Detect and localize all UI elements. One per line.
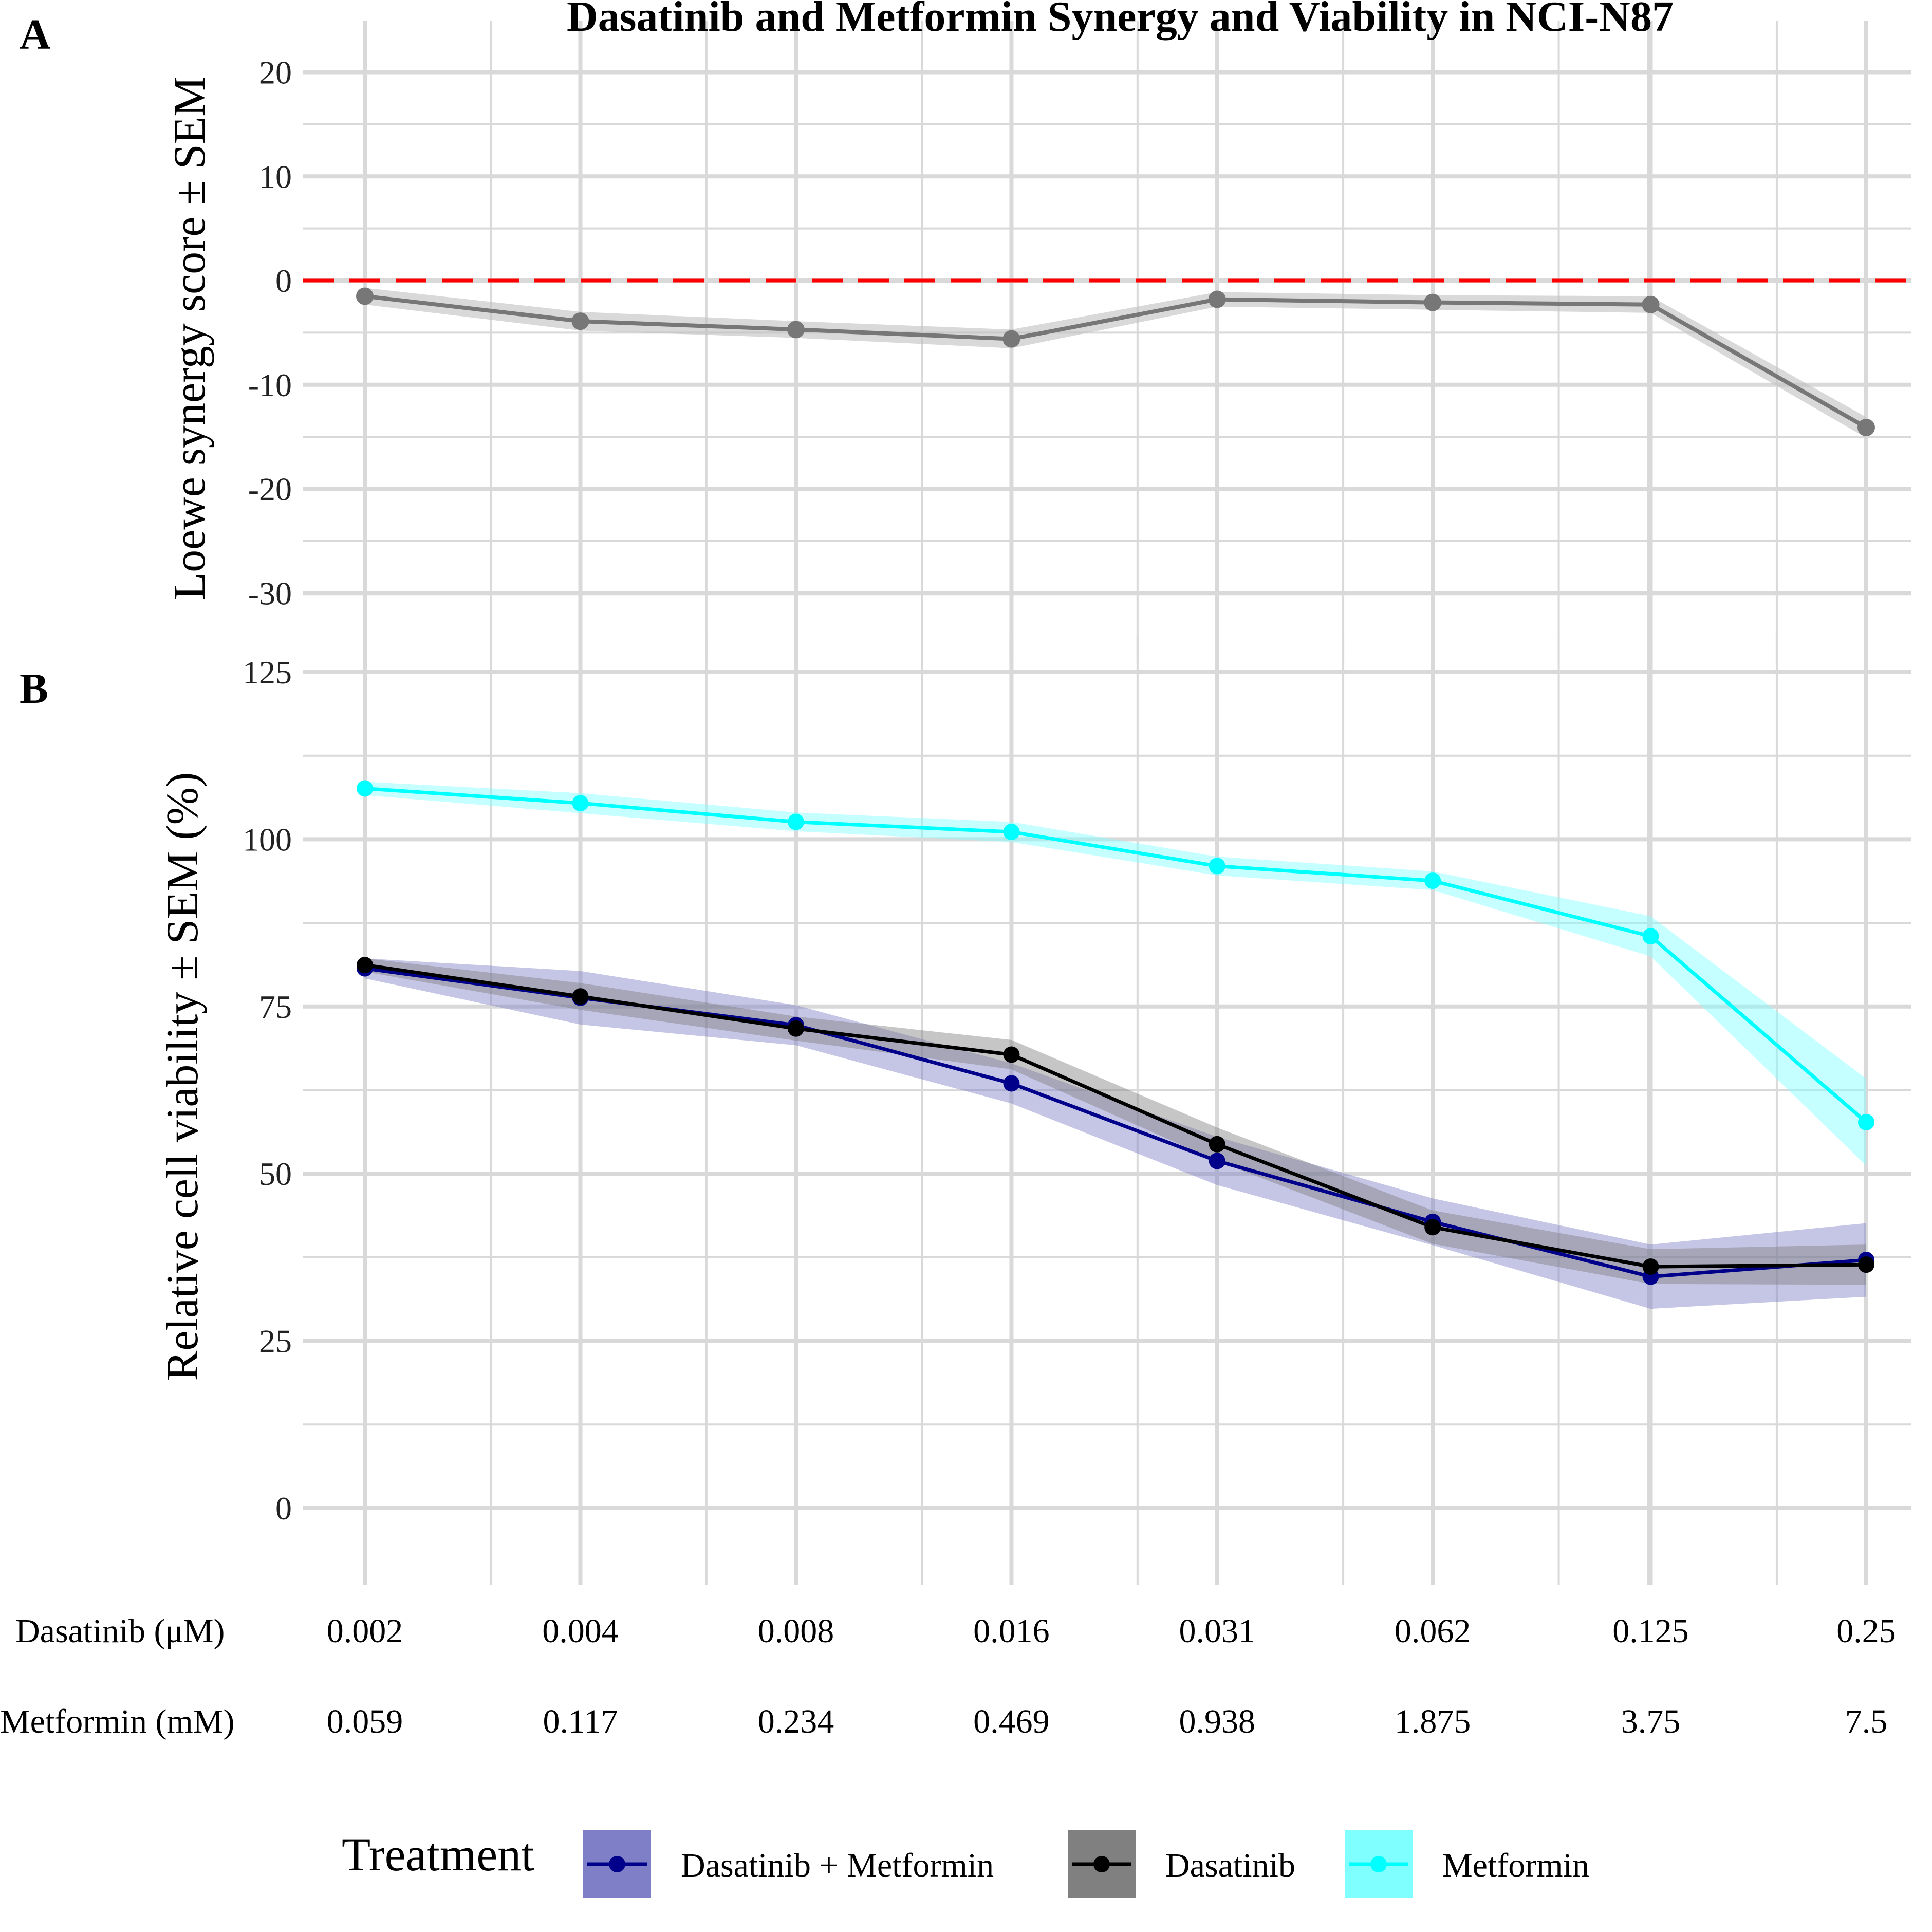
- data-point-metformin: [787, 813, 804, 830]
- series-line-metformin: [364, 787, 1868, 1124]
- series-line-dasatinib: [364, 963, 1867, 1269]
- data-point-synergy: [787, 321, 805, 339]
- data-point-synergy: [1857, 418, 1875, 436]
- series-line-synergy: [364, 294, 1867, 430]
- data-point-dasatinib: [1003, 1046, 1020, 1063]
- dose-value-metformin: 7.5: [1845, 1703, 1888, 1740]
- dose-table: Dasatinib (μM) Metformin (mM) 0.002 0.004…: [0, 1612, 1896, 1740]
- dose-value-metformin: 0.938: [1179, 1703, 1255, 1740]
- y-tick-label-b: 100: [243, 821, 292, 858]
- sem-band-dasatinib: [365, 958, 1866, 1285]
- point-layer: [356, 287, 1875, 1285]
- y-tick-label-a: -20: [248, 471, 292, 508]
- grid-layer: [303, 21, 1911, 1585]
- panel-b-y-axis-title: Relative cell viability ± SEM (%): [158, 772, 208, 1381]
- dose-value-dasatinib: 0.008: [758, 1612, 834, 1650]
- text-layer: Dasatinib and Metformin Synergy and Viab…: [20, 0, 1674, 1527]
- legend-label: Metformin: [1442, 1847, 1589, 1884]
- data-point-synergy: [1642, 295, 1660, 313]
- y-tick-label-a: -30: [248, 575, 292, 611]
- legend: Treatment Dasatinib + Metformin Dasatinib…: [342, 1828, 1589, 1898]
- y-tick-label-b: 25: [259, 1323, 292, 1360]
- data-point-metformin: [357, 780, 373, 797]
- y-tick-label-b: 50: [259, 1156, 292, 1192]
- data-point-metformin: [572, 795, 589, 812]
- y-tick-label-a: 10: [259, 158, 292, 195]
- y-tick-label-b: 75: [259, 989, 292, 1025]
- panel-letter-a: A: [20, 11, 51, 59]
- y-tick-label-a: -10: [248, 367, 292, 403]
- band-layer: [365, 288, 1866, 1309]
- y-tick-label-a: 0: [275, 263, 292, 299]
- chart-title: Dasatinib and Metformin Synergy and Viab…: [567, 0, 1674, 41]
- data-point-synergy: [1002, 330, 1020, 348]
- data-point-metformin: [1858, 1113, 1874, 1130]
- dose-row-label-dasatinib: Dasatinib (μM): [15, 1612, 225, 1650]
- sem-band-synergy: [365, 288, 1866, 438]
- line-layer: [303, 278, 1911, 1279]
- y-tick-label-b: 0: [275, 1490, 292, 1527]
- data-point-dasatinib: [1209, 1136, 1225, 1153]
- data-point-dasatinib-plus-metformin: [1003, 1075, 1020, 1092]
- data-point-synergy: [356, 287, 374, 305]
- dose-value-dasatinib: 0.125: [1612, 1612, 1689, 1650]
- data-point-dasatinib-plus-metformin: [1209, 1153, 1225, 1169]
- panel-letter-b: B: [20, 665, 48, 713]
- panel-a-y-axis-title: Loewe synergy score ± SEM: [165, 76, 215, 600]
- data-point-dasatinib: [787, 1020, 804, 1037]
- data-point-dasatinib: [1858, 1256, 1874, 1273]
- data-point-metformin: [1424, 872, 1441, 889]
- dose-value-dasatinib: 0.062: [1395, 1612, 1471, 1650]
- data-point-metformin: [1642, 928, 1659, 945]
- data-point-dasatinib: [1642, 1258, 1659, 1275]
- dose-value-dasatinib: 0.004: [542, 1612, 619, 1650]
- legend-title: Treatment: [342, 1828, 534, 1881]
- data-point-dasatinib: [1424, 1219, 1441, 1236]
- legend-label: Dasatinib: [1165, 1847, 1295, 1884]
- y-tick-label-b: 125: [243, 654, 292, 691]
- sem-band-dasatinib-plus-metformin: [365, 958, 1866, 1309]
- data-point-dasatinib: [572, 988, 589, 1005]
- dose-value-dasatinib: 0.25: [1836, 1612, 1896, 1650]
- dose-value-metformin: 0.059: [327, 1703, 403, 1740]
- dose-value-metformin: 3.75: [1621, 1703, 1681, 1740]
- legend-key-point: [1093, 1856, 1110, 1872]
- data-point-synergy: [571, 312, 589, 330]
- dose-value-metformin: 0.234: [758, 1703, 834, 1740]
- dose-value-dasatinib: 0.016: [973, 1612, 1050, 1650]
- dose-value-metformin: 0.469: [973, 1703, 1050, 1740]
- legend-label: Dasatinib + Metformin: [681, 1847, 994, 1884]
- dose-value-metformin: 1.875: [1395, 1703, 1471, 1740]
- dose-value-metformin: 0.117: [543, 1703, 618, 1740]
- data-point-synergy: [1208, 290, 1226, 308]
- data-point-metformin: [1209, 858, 1225, 875]
- data-point-metformin: [1003, 824, 1020, 841]
- data-point-dasatinib: [357, 957, 373, 974]
- dose-value-dasatinib: 0.031: [1179, 1612, 1255, 1650]
- data-point-synergy: [1424, 293, 1442, 311]
- dose-row-label-metformin: Metformin (mM): [0, 1703, 234, 1740]
- sem-band-metformin: [365, 782, 1866, 1166]
- legend-key-point: [609, 1856, 625, 1872]
- dose-value-dasatinib: 0.002: [327, 1612, 403, 1650]
- y-tick-label-a: 20: [259, 54, 292, 91]
- legend-key-point: [1370, 1856, 1387, 1872]
